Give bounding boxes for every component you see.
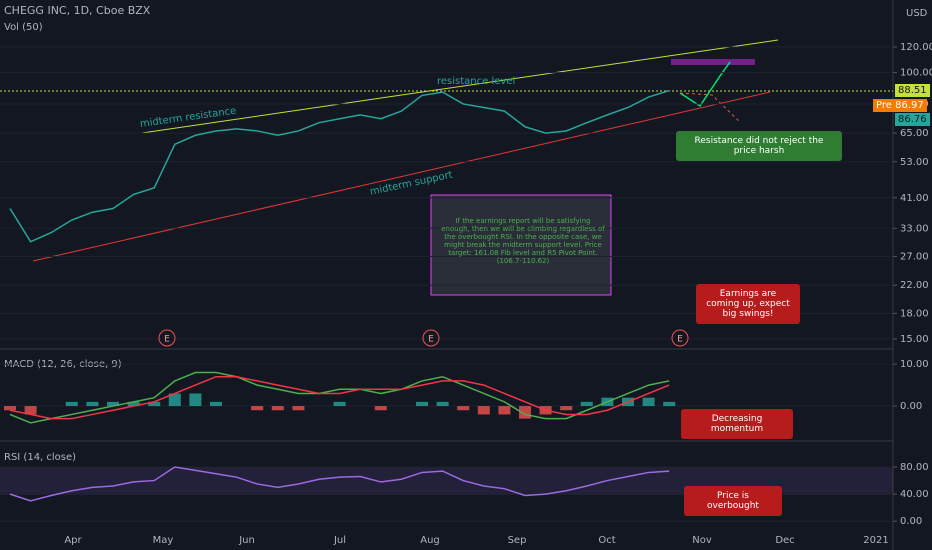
histogram-bar — [107, 401, 119, 407]
histogram-bar — [127, 401, 140, 407]
y-tick-label: 0.00 — [900, 516, 922, 527]
y-tick-label: 40.00 — [900, 489, 929, 500]
x-tick-label: Jul — [333, 535, 346, 546]
x-tick-label: Apr — [64, 535, 82, 546]
histogram-bar — [210, 401, 222, 407]
x-tick-label: Jun — [238, 535, 255, 546]
x-tick-label: 2021 — [863, 535, 888, 546]
tag-value: 86.97 — [895, 100, 924, 111]
histogram-bar — [271, 406, 284, 411]
bear-path — [679, 92, 741, 123]
earnings-label: E — [677, 335, 683, 345]
histogram-bar — [560, 406, 573, 411]
earnings-label: E — [428, 335, 434, 345]
histogram-bar — [457, 406, 470, 411]
histogram-bar — [374, 406, 387, 411]
x-tick-label: Nov — [692, 535, 712, 546]
histogram-bar — [580, 401, 593, 407]
y-tick-label: 10.00 — [900, 359, 929, 370]
callout: Decreasing momentum — [681, 409, 793, 439]
x-tick-label: Aug — [420, 535, 440, 546]
x-tick-label: Dec — [775, 535, 794, 546]
histogram-bar — [663, 401, 676, 407]
target-zone — [671, 59, 755, 65]
callout: Price is overbought — [684, 486, 782, 516]
y-tick-label: 80.00 — [900, 462, 929, 473]
histogram-bar — [251, 406, 264, 411]
y-tick-label: 53.00 — [900, 157, 929, 168]
currency: USD — [906, 8, 928, 19]
series-line — [9, 466, 670, 502]
volume-label: Vol (50) — [4, 22, 43, 33]
histogram-bar — [416, 401, 428, 407]
scenario-box — [430, 194, 612, 296]
support-trendline — [32, 91, 771, 262]
rsi-label: RSI (14, close) — [4, 452, 76, 463]
resistance-trendline — [141, 39, 779, 134]
y-tick-label: 0.00 — [900, 401, 922, 412]
series-line — [9, 375, 670, 420]
series-line — [9, 371, 670, 424]
histogram-bar — [477, 406, 490, 415]
earnings-label: E — [164, 335, 170, 345]
earnings-marker — [158, 329, 176, 347]
histogram-bar — [498, 406, 511, 415]
price-tag: 88.51 — [895, 84, 930, 97]
y-tick-label: 100.00 — [900, 68, 932, 79]
x-tick-label: May — [153, 535, 174, 546]
y-tick-label: 15.00 — [900, 334, 929, 345]
annotation: resistance level — [437, 76, 515, 87]
y-tick-label: 27.00 — [900, 251, 929, 262]
series-line — [9, 89, 670, 243]
histogram-bar — [333, 401, 346, 407]
price-tag: 86.76 — [895, 113, 930, 126]
bull-path — [679, 61, 731, 108]
histogram-bar — [4, 406, 16, 411]
scenario-text: If the earnings report will be satisfyin… — [441, 217, 605, 265]
x-tick-label: Sep — [508, 535, 527, 546]
y-tick-label: 120.00 — [900, 42, 932, 53]
x-tick-label: Oct — [598, 535, 615, 546]
price-tag: Pre 86.97 — [873, 99, 927, 112]
tag-prefix: Pre — [876, 100, 892, 111]
histogram-bar — [168, 393, 181, 407]
earnings-marker — [671, 329, 689, 347]
histogram-bar — [86, 401, 99, 407]
histogram-bar — [65, 401, 78, 407]
symbol-title: CHEGG INC, 1D, Cboe BZX — [4, 4, 151, 17]
callout: Resistance did not reject the price hars… — [676, 131, 842, 161]
histogram-bar — [148, 401, 161, 407]
histogram-bar — [436, 401, 449, 407]
y-tick-label: 33.00 — [900, 223, 929, 234]
y-tick-label: 65.00 — [900, 128, 929, 139]
y-tick-label: 41.00 — [900, 193, 929, 204]
callout: Earnings are coming up, expect big swing… — [696, 284, 800, 324]
earnings-marker — [422, 329, 440, 347]
histogram-bar — [642, 397, 655, 407]
y-tick-label: 18.00 — [900, 308, 929, 319]
y-tick-label: 22.00 — [900, 280, 929, 291]
histogram-bar — [24, 406, 37, 415]
histogram-bar — [292, 406, 305, 411]
histogram-bar — [189, 393, 202, 407]
